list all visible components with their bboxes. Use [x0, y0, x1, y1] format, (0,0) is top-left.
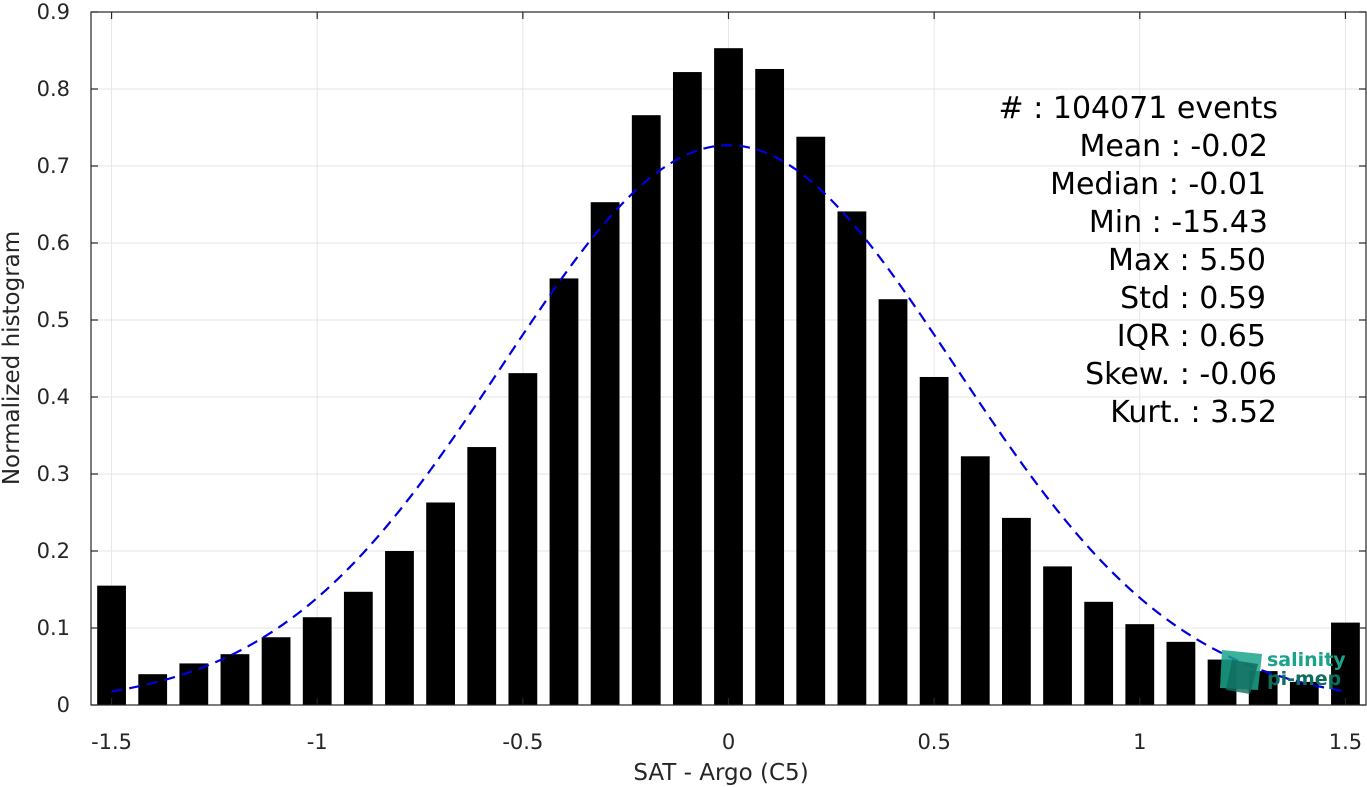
histogram-bar	[837, 211, 867, 705]
x-tick-label: 0	[722, 730, 735, 754]
y-tick-label: 0.5	[37, 308, 70, 332]
histogram-bar	[261, 637, 291, 705]
y-tick-label: 0.9	[37, 0, 70, 24]
histogram-bar	[714, 48, 743, 705]
histogram-bar	[508, 373, 538, 705]
stat-events: # : 104071 events	[999, 91, 1278, 126]
histogram-bar	[343, 591, 373, 705]
histogram-bar	[302, 617, 332, 705]
salinity-pi-mep-logo: salinity pi-mep	[1220, 649, 1346, 694]
histogram-bar	[1043, 566, 1072, 705]
histogram-bar	[97, 585, 126, 705]
y-tick-label: 0.1	[37, 616, 70, 640]
x-tick-label: 1.5	[1329, 730, 1362, 754]
histogram-bar	[426, 502, 455, 705]
histogram-bar	[179, 663, 209, 705]
stat-median: Median : -0.01	[1050, 167, 1266, 202]
logo-mark-front	[1226, 660, 1258, 694]
y-axis-title: Normalized histogram	[0, 231, 25, 485]
stat-std: Std : 0.59	[1120, 281, 1266, 316]
histogram-bar	[138, 674, 168, 705]
y-tick-label: 0.2	[37, 539, 70, 563]
logo-text-pi-mep: pi-mep	[1267, 668, 1341, 690]
logo-text-salinity: salinity	[1267, 649, 1346, 671]
stat-skew: Skew. : -0.06	[1085, 357, 1277, 392]
y-tick-label: 0	[57, 693, 70, 717]
histogram-bar	[1331, 622, 1360, 705]
histogram-bar	[1289, 681, 1319, 705]
gaussian-fit-curve	[111, 144, 1346, 693]
stat-iqr: IQR : 0.65	[1117, 319, 1266, 354]
stat-kurt: Kurt. : 3.52	[1110, 395, 1277, 430]
histogram-bars	[97, 48, 1360, 706]
histogram-bar	[919, 376, 949, 705]
histogram-bar	[467, 447, 497, 705]
histogram-bar	[878, 299, 908, 705]
histogram-bar	[1002, 517, 1031, 705]
y-tick-label: 0.3	[37, 462, 70, 486]
x-tick-label: 1	[1133, 730, 1146, 754]
x-axis-title: SAT - Argo (C5)	[633, 760, 808, 786]
histogram-bar	[1166, 641, 1196, 705]
x-tick-label: -1.5	[91, 730, 132, 754]
x-tick-label: 0.5	[917, 730, 950, 754]
x-tick-label: -1	[307, 730, 328, 754]
histogram-bar	[220, 654, 250, 705]
x-axis-ticks: -1.5 -1 -0.5 0 0.5 1 1.5	[91, 12, 1362, 754]
y-axis-ticks: 0 0.1 0.2 0.3 0.4 0.5 0.6 0.7 0.8 0.9	[37, 0, 1366, 717]
stat-max: Max : 5.50	[1108, 243, 1266, 278]
y-tick-label: 0.4	[37, 385, 70, 409]
y-tick-label: 0.8	[37, 77, 70, 101]
stat-mean: Mean : -0.02	[1079, 129, 1268, 164]
y-tick-label: 0.7	[37, 154, 70, 178]
histogram-bar	[1084, 601, 1114, 705]
histogram-bar	[755, 68, 785, 706]
histogram-bar	[1125, 624, 1155, 705]
histogram-bar	[590, 202, 620, 705]
y-tick-label: 0.6	[37, 231, 70, 255]
histogram-bar	[549, 278, 579, 705]
histogram-bar	[672, 72, 702, 705]
histogram-bar	[385, 551, 414, 705]
x-tick-label: -0.5	[502, 730, 543, 754]
statistics-box: # : 104071 events Mean : -0.02 Median : …	[999, 91, 1278, 430]
histogram-bar	[960, 456, 990, 705]
histogram-bar	[796, 136, 826, 706]
stat-min: Min : -15.43	[1089, 205, 1268, 240]
histogram-bar	[631, 115, 661, 706]
